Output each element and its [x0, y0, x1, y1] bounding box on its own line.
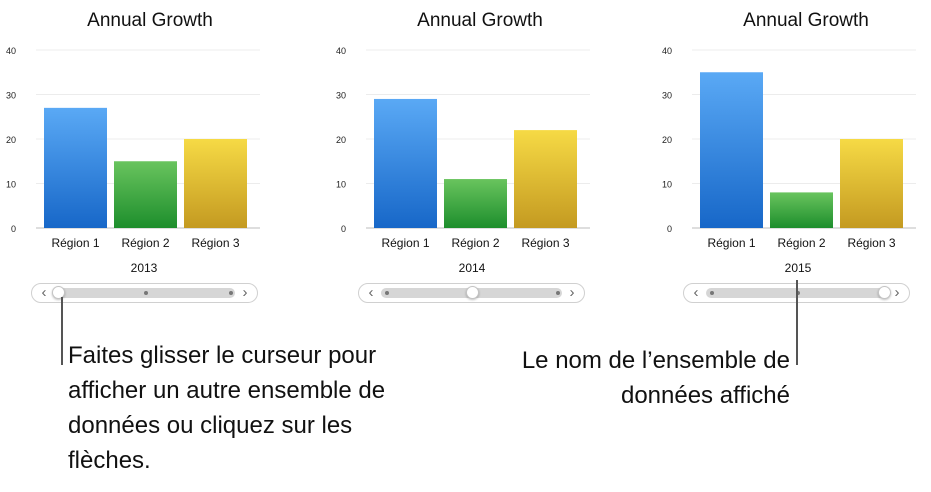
x-tick-label: Région 2 [121, 236, 169, 250]
chevron-left-icon[interactable]: ‹ [693, 284, 699, 301]
y-tick-label: 0 [667, 224, 672, 234]
bar-2 [114, 161, 177, 228]
x-tick-label: Région 3 [191, 236, 239, 250]
chart-panel-2013: Annual Growth 0 10 20 30 40 Région 1 Région 2 R… [0, 0, 300, 310]
bar-chart: 0 10 20 30 40 Région 1 Région 2 Région 3 [662, 46, 916, 250]
chevron-right-icon[interactable]: › [242, 284, 248, 301]
x-tick-label: Région 3 [847, 236, 895, 250]
y-tick-label: 10 [662, 180, 672, 190]
y-tick-label: 30 [662, 91, 672, 101]
dataset-slider[interactable]: ‹ › [358, 283, 585, 303]
dataset-name: 2014 [458, 261, 486, 275]
x-tick-label: Région 2 [777, 236, 825, 250]
x-tick-label: Région 1 [51, 236, 99, 250]
slider-thumb[interactable] [878, 286, 891, 299]
callout-line-dataset [796, 280, 798, 365]
callout-line-slider [61, 297, 63, 365]
chart-panel-2015: Annual Growth 0 10 20 30 40 Région 1 Région 2 R… [656, 0, 931, 310]
x-tick-label: Région 2 [451, 236, 499, 250]
bar-chart: 0 10 20 30 40 Région 1 Région 2 Région 3 [6, 46, 260, 250]
bar-2 [770, 192, 833, 228]
callout-slider: Faites glisser le curseur pour afficher … [68, 342, 386, 474]
chevron-left-icon[interactable]: ‹ [41, 284, 47, 301]
slider-stop-dot [556, 291, 560, 295]
x-tick-label: Région 1 [381, 236, 429, 250]
y-tick-label: 30 [336, 91, 346, 101]
dataset-slider[interactable]: ‹ › [31, 283, 258, 303]
x-tick-label: Région 1 [707, 236, 755, 250]
slider-stop-dot [229, 291, 233, 295]
slider-thumb[interactable] [466, 286, 479, 299]
slider-stop-dot [385, 291, 389, 295]
bar-2 [444, 179, 507, 228]
bar-1 [700, 72, 763, 228]
slider-stop-dot [710, 291, 714, 295]
slider-track[interactable] [381, 286, 562, 299]
y-tick-label: 20 [6, 135, 16, 145]
y-tick-label: 40 [336, 46, 346, 56]
dataset-name: 2015 [784, 261, 812, 275]
bar-1 [44, 107, 107, 228]
y-tick-label: 10 [336, 180, 346, 190]
bar-1 [374, 98, 437, 228]
chevron-left-icon[interactable]: ‹ [368, 284, 374, 301]
y-tick-label: 40 [6, 46, 16, 56]
chevron-right-icon[interactable]: › [894, 284, 900, 301]
chart-title: Annual Growth [87, 10, 213, 31]
bar-chart: 0 10 20 30 40 Région 1 Région 2 Région 3 [336, 46, 590, 250]
chart-panel-2014: Annual Growth 0 10 20 30 40 Région 1 Région 2 R… [330, 0, 630, 310]
chart-title: Annual Growth [417, 10, 543, 31]
slider-track[interactable] [52, 286, 235, 299]
y-tick-label: 10 [6, 180, 16, 190]
bar-3 [184, 139, 247, 228]
chart-title: Annual Growth [743, 10, 869, 31]
bar-3 [840, 139, 903, 228]
y-tick-label: 0 [11, 224, 16, 234]
y-tick-label: 20 [662, 135, 672, 145]
y-tick-label: 40 [662, 46, 672, 56]
slider-thumb[interactable] [52, 286, 65, 299]
chevron-right-icon[interactable]: › [569, 284, 575, 301]
y-tick-label: 20 [336, 135, 346, 145]
x-tick-label: Région 3 [521, 236, 569, 250]
y-tick-label: 30 [6, 91, 16, 101]
slider-stop-dot [143, 291, 148, 295]
y-tick-label: 0 [341, 224, 346, 234]
dataset-name: 2013 [130, 261, 158, 275]
callout-dataset-name: Le nom de l’ensemble de données affiché [521, 347, 790, 409]
bar-3 [514, 130, 577, 228]
